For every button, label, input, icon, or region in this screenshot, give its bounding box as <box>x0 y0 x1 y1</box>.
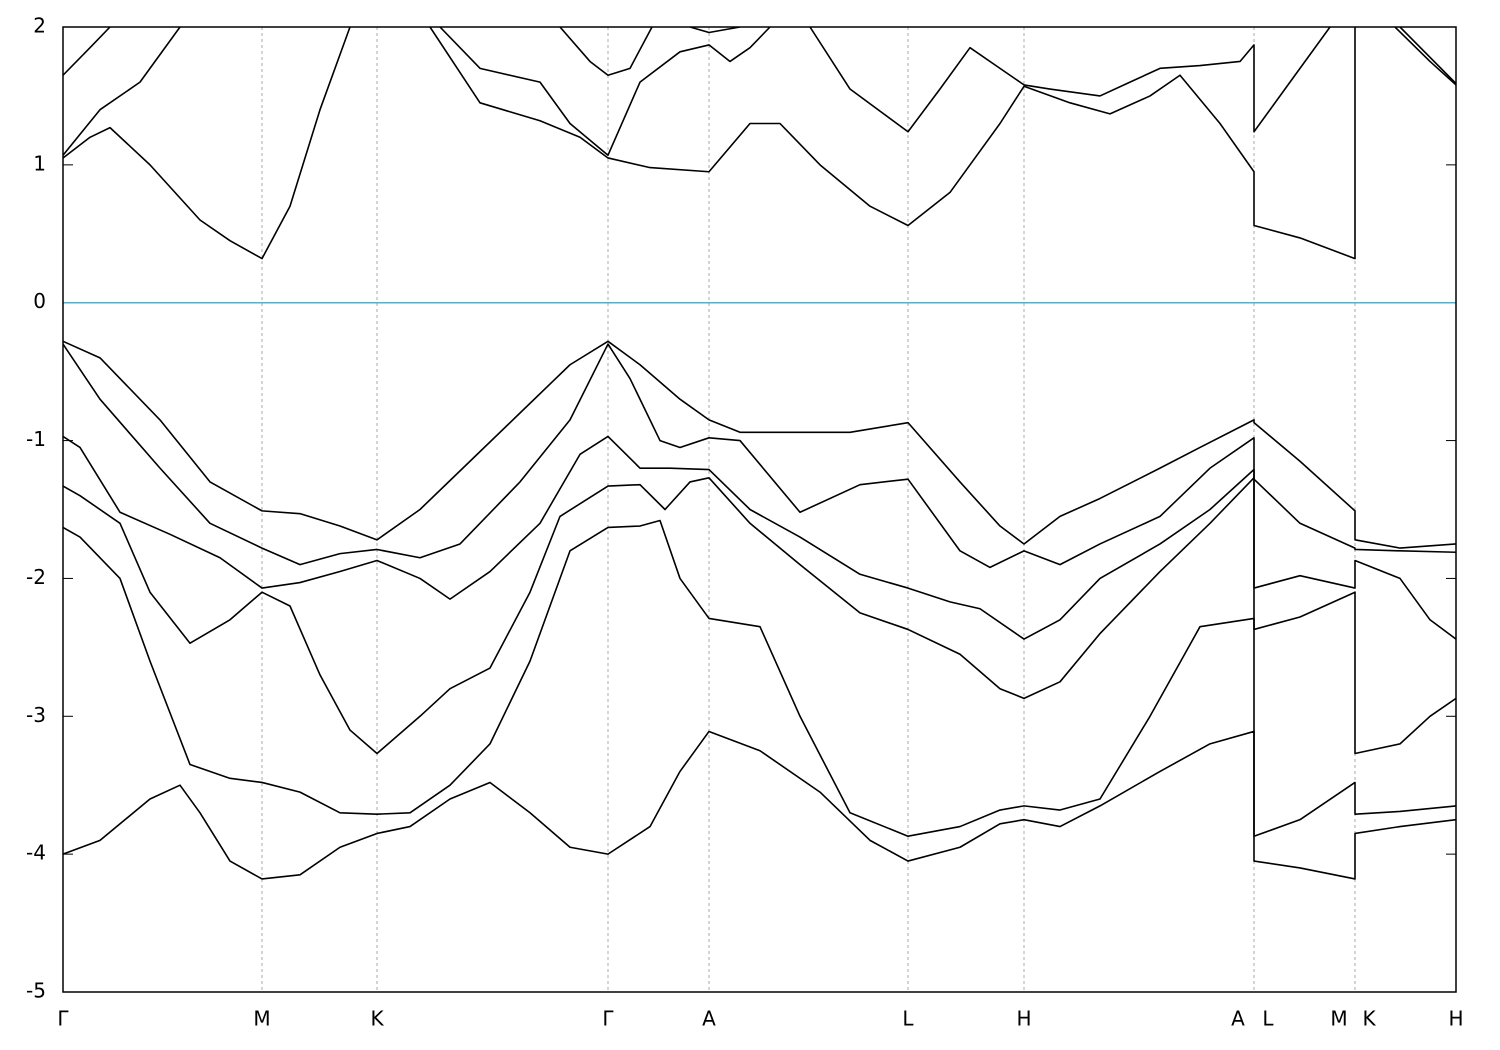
x-tick-label: Γ <box>57 1007 69 1031</box>
x-tick-label: M <box>1330 1007 1347 1031</box>
x-tick-label: K <box>1362 1007 1376 1031</box>
band-line <box>63 27 1456 157</box>
band-line <box>63 519 1456 838</box>
band-line <box>63 476 1456 755</box>
x-tick-label: H <box>1448 1007 1463 1031</box>
x-tick-label: H <box>1016 1007 1031 1031</box>
band-line <box>63 27 741 77</box>
grid <box>62 26 1457 993</box>
y-tick-label: -4 <box>26 841 46 865</box>
x-tick-label: L <box>902 1007 914 1031</box>
bands <box>63 27 1456 880</box>
y-tick-label: -2 <box>26 565 46 589</box>
y-tick-label: 0 <box>33 289 46 313</box>
plot-frame <box>62 26 1457 993</box>
x-tick-label: A <box>702 1007 716 1031</box>
band-line <box>63 340 1456 549</box>
x-tick-label: A <box>1231 1007 1245 1031</box>
band-line <box>63 343 1456 569</box>
y-tick-label: 2 <box>33 14 46 38</box>
y-tick-label: -5 <box>26 979 46 1003</box>
band-line <box>63 435 1456 640</box>
x-tick-label: K <box>370 1007 384 1031</box>
y-tick-label: 1 <box>33 151 46 175</box>
x-tick-label: M <box>253 1007 270 1031</box>
y-tick-label: -1 <box>26 427 46 451</box>
band-line <box>63 730 1456 880</box>
x-tick-label: Γ <box>602 1007 614 1031</box>
x-tick-label: L <box>1262 1007 1274 1031</box>
y-tick-label: -3 <box>26 703 46 727</box>
band-line <box>63 27 1456 260</box>
